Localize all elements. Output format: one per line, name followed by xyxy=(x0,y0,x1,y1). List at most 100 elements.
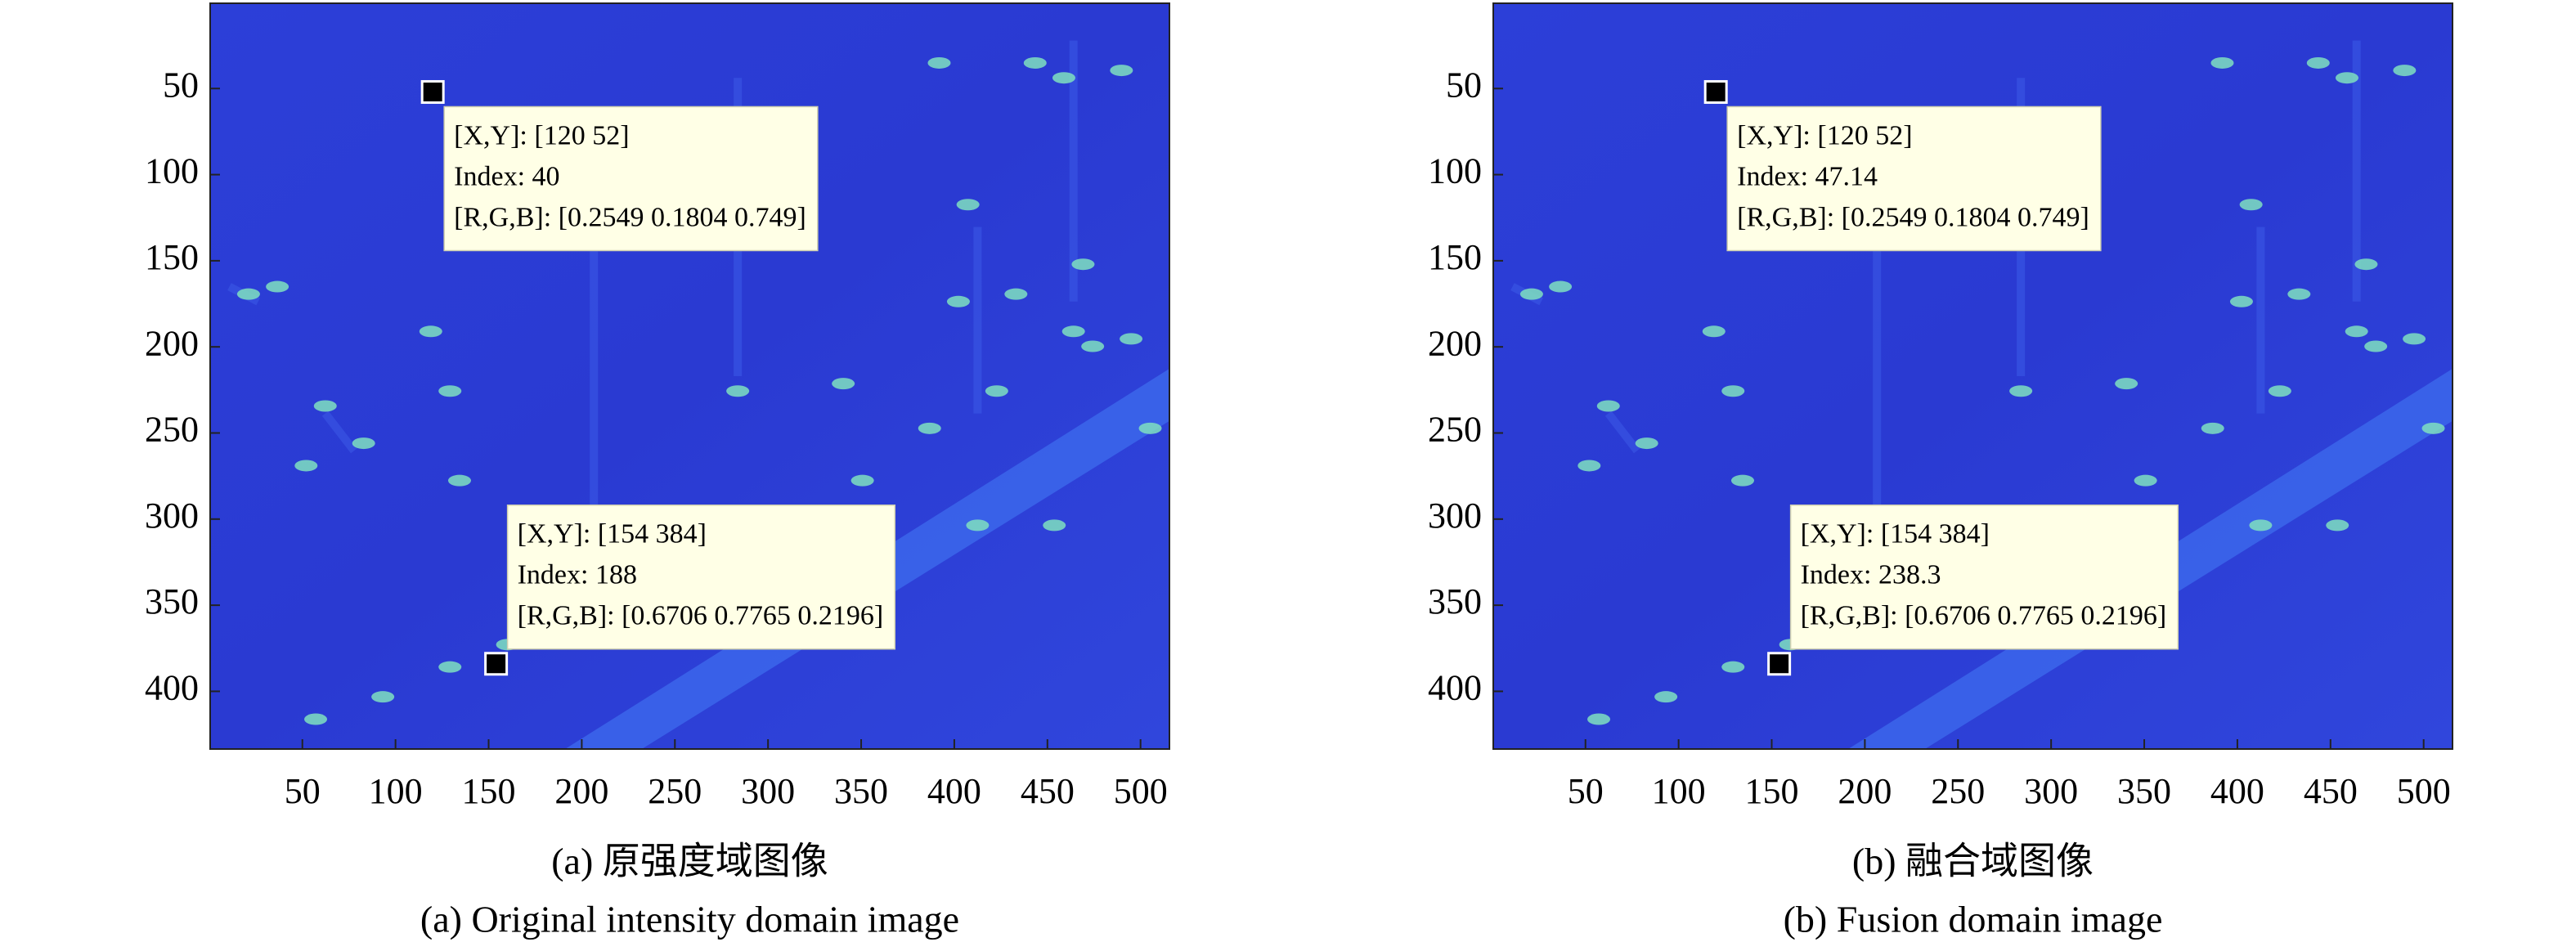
x-tick-label: 50 xyxy=(1568,771,1604,811)
image-target xyxy=(2229,295,2253,307)
image-bridge xyxy=(1848,368,2453,749)
image-target xyxy=(352,437,375,450)
image-target xyxy=(1721,385,1745,397)
x-tick-label: 200 xyxy=(1838,771,1892,811)
image-target xyxy=(2268,385,2291,397)
data-tip-line: Index: 188 xyxy=(518,560,637,590)
image-target xyxy=(1730,474,1754,487)
image-target xyxy=(1081,340,1105,352)
image-target xyxy=(236,288,260,300)
image-target xyxy=(966,519,990,532)
y-tick-label: 150 xyxy=(1428,237,1482,277)
x-tick-label: 250 xyxy=(648,771,702,811)
y-tick-label: 350 xyxy=(145,581,199,621)
image-target xyxy=(2403,333,2426,345)
data-tip-value: [120 52] xyxy=(1817,120,1912,150)
data-tip-box xyxy=(1726,105,2102,252)
image-target xyxy=(956,199,980,211)
data-tip-line: [X,Y]: [154 384] xyxy=(1801,519,1990,550)
image-target xyxy=(1061,325,1085,338)
data-tip-value: [0.6706 0.7765 0.2196] xyxy=(622,601,883,631)
image-target xyxy=(2201,422,2224,434)
x-tick-label: 150 xyxy=(462,771,516,811)
x-tick-label: 500 xyxy=(2397,771,2451,811)
data-tip-value: [154 384] xyxy=(1881,519,1990,550)
data-tip-value: 188 xyxy=(595,560,637,590)
panel: 50 100 150 200 250 300 350 400 450 500 50 100 150 200… xyxy=(1428,2,2453,940)
image-target xyxy=(2421,422,2445,434)
image-target xyxy=(1635,437,1658,450)
x-tick-label: 50 xyxy=(285,771,321,811)
image-target xyxy=(2239,199,2263,211)
data-tip-line: [R,G,B]: [0.6706 0.7765 0.2196] xyxy=(518,601,884,631)
image-target xyxy=(918,422,941,434)
panel: 50 100 150 200 250 300 350 400 450 500 50 100 150 200… xyxy=(145,2,1170,940)
data-tip-box xyxy=(443,105,819,252)
data-tip-line: Index: 238.3 xyxy=(1801,560,1941,590)
y-tick-label: 400 xyxy=(1428,668,1482,708)
image-target xyxy=(1110,65,1133,77)
data-tip: [X,Y]: [154 384] Index: 188 [R,G,B]: [0.67… xyxy=(484,504,896,676)
data-tip-value: [0.6706 0.7765 0.2196] xyxy=(1905,601,2166,631)
image-target xyxy=(1043,519,1066,532)
image-target xyxy=(850,474,874,487)
axes-frame xyxy=(1492,2,2453,750)
image-target xyxy=(2249,519,2273,532)
data-tip-marker xyxy=(1767,652,1792,676)
image-streak xyxy=(321,410,357,454)
image-streak xyxy=(1604,410,1640,454)
image-target xyxy=(1587,713,1611,725)
data-tip-value: 47.14 xyxy=(1815,161,1878,191)
image-target xyxy=(2354,258,2378,271)
x-tick-label: 300 xyxy=(2024,771,2078,811)
image-target xyxy=(1052,72,1075,84)
caption-en: (b) Fusion domain image xyxy=(1784,899,2163,940)
data-tip-value: [120 52] xyxy=(534,120,629,150)
data-tip-line: [X,Y]: [154 384] xyxy=(518,519,707,550)
data-tip-label: Index: xyxy=(1737,161,1808,191)
image-target xyxy=(2115,378,2138,390)
image-target xyxy=(1519,288,1543,300)
image-target xyxy=(2009,385,2033,397)
y-tick-label: 100 xyxy=(145,151,199,191)
image-target xyxy=(726,385,750,397)
y-tick-label: 250 xyxy=(145,410,199,450)
image-target xyxy=(2287,288,2311,300)
image-target xyxy=(1004,288,1028,300)
data-tip-label: Index: xyxy=(518,560,589,590)
image-target xyxy=(304,713,328,725)
image-target xyxy=(832,378,855,390)
image-target xyxy=(266,280,289,293)
image-target xyxy=(1071,258,1095,271)
image-target xyxy=(1023,56,1047,69)
image-target xyxy=(1654,691,1678,703)
data-tip-line: Index: 40 xyxy=(454,161,559,191)
image-target xyxy=(1120,333,1143,345)
image-target xyxy=(2306,56,2330,69)
image-target xyxy=(313,400,337,412)
image-target xyxy=(2210,56,2234,69)
x-tick-label: 500 xyxy=(1114,771,1168,811)
image-target xyxy=(1721,661,1745,673)
image-target xyxy=(1549,280,1573,293)
caption: (b) 融合域图像 xyxy=(1852,841,2094,882)
y-tick-label: 400 xyxy=(145,668,199,708)
y-tick-label: 200 xyxy=(145,323,199,363)
image-target xyxy=(2393,65,2417,77)
x-tick-label: 300 xyxy=(741,771,795,811)
data-tip-marker xyxy=(1703,79,1728,104)
data-tip-line: [X,Y]: [120 52] xyxy=(1737,120,1912,150)
axes-frame xyxy=(209,2,1170,750)
image-target xyxy=(946,295,970,307)
data-tip-label: [R,G,B]: xyxy=(1801,601,1898,631)
image-target xyxy=(438,385,462,397)
data-tip-value: [0.2549 0.1804 0.749] xyxy=(1842,202,2089,232)
data-tip-value: [154 384] xyxy=(598,519,707,550)
image-target xyxy=(985,385,1008,397)
caption-en: (a) Original intensity domain image xyxy=(420,899,959,940)
y-tick-label: 300 xyxy=(1428,496,1482,536)
data-tip: [X,Y]: [120 52] Index: 47.14 [R,G,B]: [0.2… xyxy=(1703,79,2102,252)
x-tick-label: 400 xyxy=(2210,771,2264,811)
data-tip-line: [R,G,B]: [0.6706 0.7765 0.2196] xyxy=(1801,601,2167,631)
